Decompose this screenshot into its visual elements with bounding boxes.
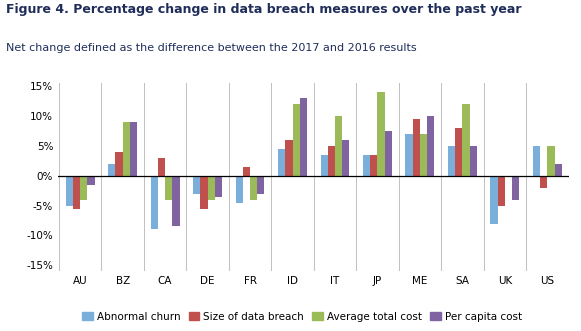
- Bar: [469, 146, 477, 175]
- Bar: [427, 116, 435, 175]
- Bar: [292, 104, 300, 175]
- Bar: [448, 146, 455, 175]
- Bar: [236, 175, 243, 203]
- Bar: [87, 175, 95, 185]
- Bar: [150, 175, 158, 229]
- Bar: [321, 155, 328, 175]
- Bar: [406, 134, 413, 175]
- Bar: [455, 128, 462, 175]
- Bar: [285, 140, 292, 175]
- Bar: [335, 116, 342, 175]
- Bar: [108, 164, 116, 175]
- Bar: [215, 175, 222, 197]
- Bar: [540, 175, 547, 188]
- Bar: [378, 92, 385, 175]
- Bar: [278, 149, 285, 175]
- Bar: [328, 146, 335, 175]
- Bar: [370, 155, 378, 175]
- Text: Figure 4. Percentage change in data breach measures over the past year: Figure 4. Percentage change in data brea…: [6, 3, 521, 16]
- Bar: [342, 140, 349, 175]
- Bar: [250, 175, 257, 200]
- Bar: [490, 175, 497, 223]
- Bar: [80, 175, 87, 200]
- Legend: Abnormal churn, Size of data breach, Average total cost, Per capita cost: Abnormal churn, Size of data breach, Ave…: [78, 307, 526, 326]
- Bar: [73, 175, 80, 209]
- Bar: [173, 175, 180, 226]
- Bar: [200, 175, 207, 209]
- Bar: [130, 122, 137, 175]
- Bar: [123, 122, 130, 175]
- Bar: [497, 175, 505, 206]
- Bar: [193, 175, 200, 194]
- Bar: [512, 175, 519, 200]
- Bar: [257, 175, 264, 194]
- Bar: [66, 175, 73, 206]
- Bar: [533, 146, 540, 175]
- Bar: [300, 98, 307, 175]
- Bar: [547, 146, 554, 175]
- Bar: [363, 155, 370, 175]
- Bar: [207, 175, 215, 200]
- Bar: [158, 158, 165, 175]
- Bar: [116, 152, 123, 175]
- Bar: [385, 131, 392, 175]
- Text: Net change defined as the difference between the 2017 and 2016 results: Net change defined as the difference bet…: [6, 43, 417, 53]
- Bar: [462, 104, 469, 175]
- Bar: [420, 134, 427, 175]
- Bar: [413, 119, 420, 175]
- Bar: [554, 164, 562, 175]
- Bar: [243, 166, 250, 175]
- Bar: [165, 175, 173, 200]
